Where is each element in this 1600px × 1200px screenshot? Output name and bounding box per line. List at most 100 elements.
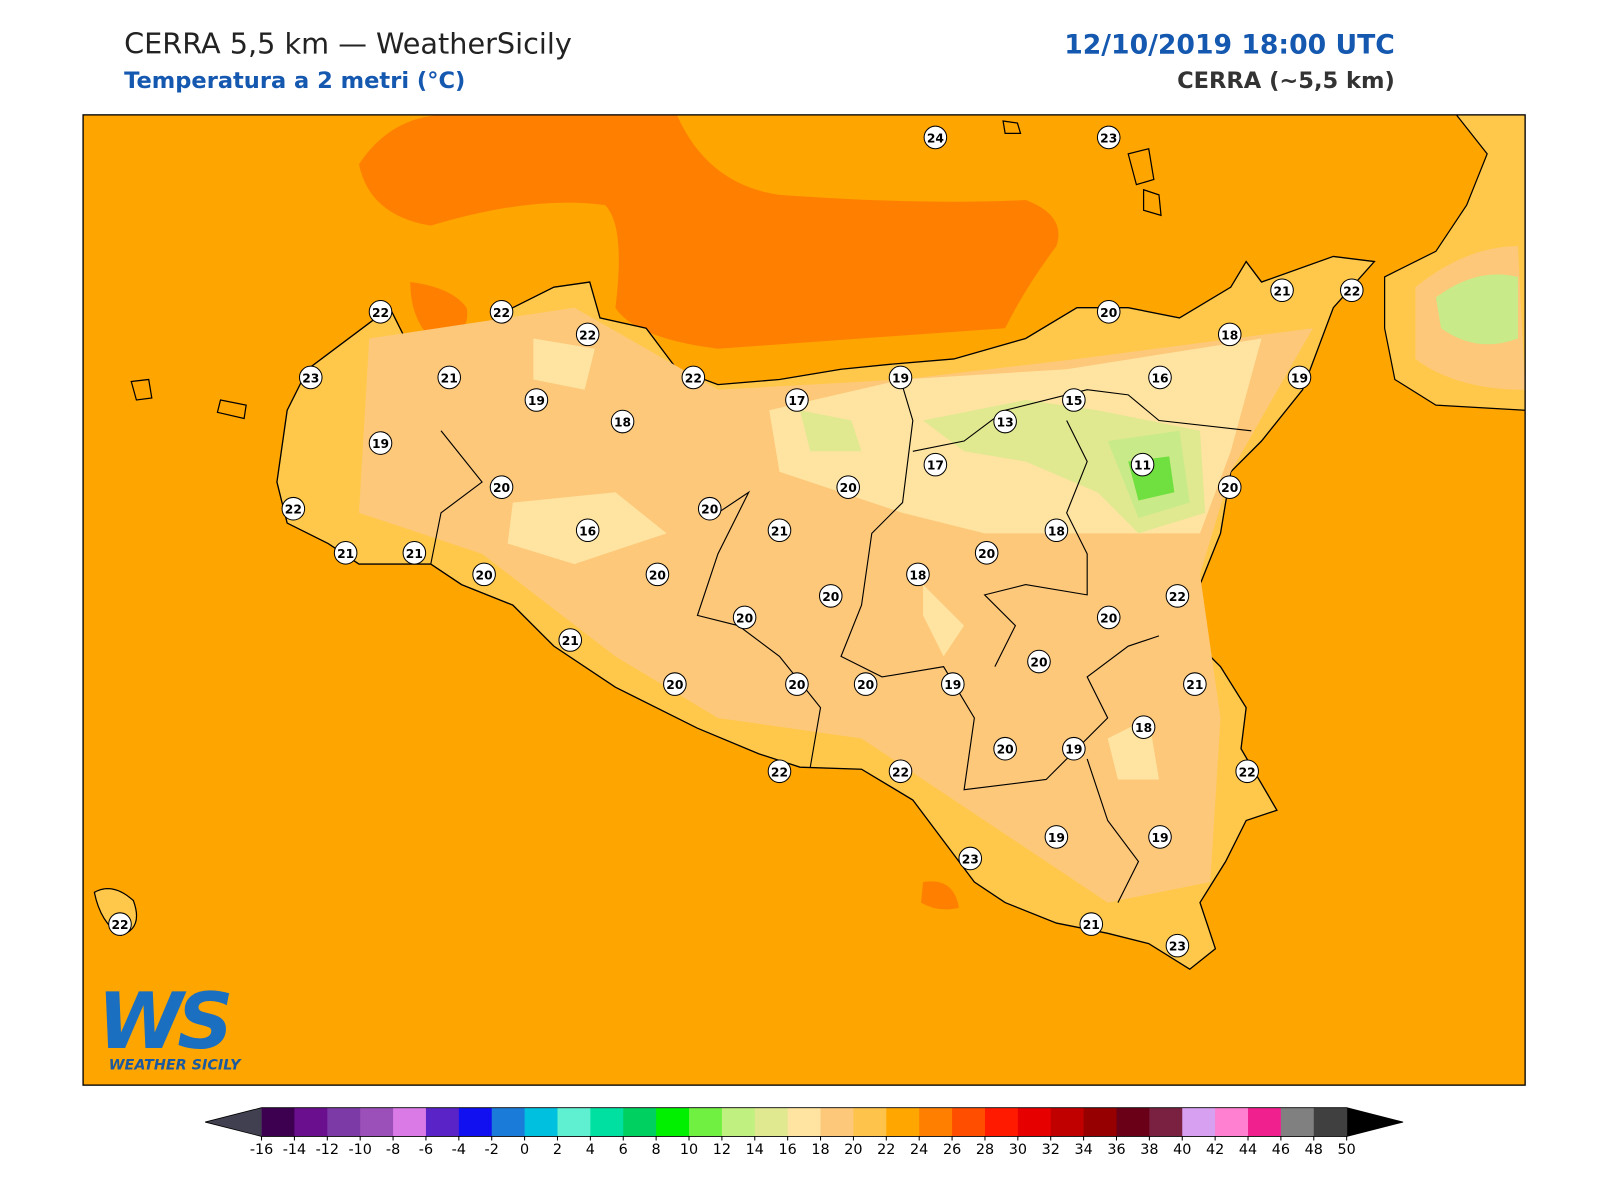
colorbar-swatch <box>491 1107 526 1137</box>
station-value: 22 <box>493 306 510 320</box>
station: 20 <box>785 672 809 696</box>
station-value: 19 <box>1151 831 1168 845</box>
station: 19 <box>888 365 913 390</box>
colorbar-tick-label: 0 <box>520 1142 529 1158</box>
colorbar-tick-label: -16 <box>250 1142 273 1158</box>
station-marker <box>1096 125 1121 150</box>
station-value: 18 <box>1221 328 1238 342</box>
colorbar-under <box>205 1107 262 1137</box>
colorbar-tick-label: 50 <box>1338 1142 1356 1158</box>
station: 18 <box>906 562 930 587</box>
station-marker <box>1339 278 1364 303</box>
colorbar-tick-label: -8 <box>386 1142 400 1158</box>
station-marker <box>368 300 393 324</box>
station: 20 <box>974 541 999 565</box>
colorbar-tick-label: 2 <box>553 1142 562 1158</box>
colorbar-tick-label: 6 <box>619 1142 628 1158</box>
colorbar-swatch <box>1313 1107 1348 1137</box>
station-value: 22 <box>771 765 788 779</box>
station: 19 <box>524 388 549 412</box>
station-marker <box>610 409 635 434</box>
colorbar-tick-label: -14 <box>283 1142 306 1158</box>
station-value: 21 <box>1273 284 1290 298</box>
island <box>130 120 1162 420</box>
colorbar-swatch <box>524 1107 558 1137</box>
station: 22 <box>281 496 306 521</box>
station: 22 <box>681 365 706 390</box>
province-border <box>696 490 822 768</box>
station-value: 21 <box>337 547 354 561</box>
station-marker <box>993 736 1017 761</box>
colorbar-tick-label: 44 <box>1239 1142 1257 1158</box>
station-value: 21 <box>771 524 788 538</box>
station-value: 11 <box>1134 459 1151 473</box>
station-marker <box>1044 825 1069 849</box>
station: 22 <box>888 759 913 784</box>
station: 19 <box>1062 736 1086 761</box>
station: 24 <box>923 125 948 150</box>
station-marker <box>1131 715 1156 739</box>
colorbar-swatch <box>425 1107 460 1137</box>
station-value: 19 <box>528 394 545 408</box>
station-marker <box>489 300 514 324</box>
station-value: 13 <box>997 416 1014 430</box>
station: 19 <box>368 431 393 455</box>
colorbar-tick-label: 22 <box>877 1142 895 1158</box>
station-marker <box>1217 475 1242 499</box>
station-marker <box>1270 278 1294 303</box>
station-value: 20 <box>666 678 683 692</box>
station-value: 20 <box>701 503 718 517</box>
colorbar-tick-label: 26 <box>943 1142 961 1158</box>
station-value: 20 <box>1030 656 1047 670</box>
station-marker <box>767 759 792 784</box>
station: 18 <box>1044 518 1069 543</box>
station: 11 <box>1130 452 1155 477</box>
station-value: 20 <box>1221 481 1238 495</box>
station: 20 <box>1217 475 1242 499</box>
station-value: 20 <box>822 590 839 604</box>
zone <box>1435 274 1518 345</box>
station-marker <box>1148 365 1172 390</box>
colorbar-swatch <box>853 1107 887 1137</box>
warm-sea-zone <box>358 114 1059 349</box>
colorbar-swatch <box>1116 1107 1150 1137</box>
colorbar-tick-label: 10 <box>680 1142 698 1158</box>
logo-name: WEATHER SICILY <box>109 1058 242 1074</box>
colorbar-tick-label: 46 <box>1272 1142 1290 1158</box>
colorbar-swatch <box>721 1107 756 1137</box>
station: 20 <box>645 562 670 587</box>
colorbar-swatch <box>1050 1107 1085 1137</box>
station-marker <box>836 475 860 499</box>
station-value: 22 <box>1239 765 1256 779</box>
station-marker <box>1096 300 1121 324</box>
station-marker <box>281 496 306 521</box>
station-marker <box>108 912 132 936</box>
province-border <box>983 420 1088 667</box>
station-marker <box>368 431 393 455</box>
station-marker <box>645 562 670 587</box>
station-value: 19 <box>1065 743 1082 757</box>
colorbar-tick-label: 8 <box>652 1142 661 1158</box>
station: 18 <box>610 409 635 434</box>
station: 16 <box>575 518 600 543</box>
colorbar-swatch <box>1083 1107 1118 1137</box>
station: 23 <box>1096 125 1121 150</box>
colorbar-swatch <box>886 1107 920 1137</box>
colorbar-tick-label: 32 <box>1042 1142 1060 1158</box>
station-marker <box>472 562 496 587</box>
station-value: 20 <box>840 481 857 495</box>
colorbar-over <box>1346 1107 1404 1137</box>
station-marker <box>1062 736 1086 761</box>
station-marker <box>489 475 514 499</box>
station-marker <box>402 541 427 565</box>
logo-mark: WS <box>97 977 229 1067</box>
colorbar-swatch <box>1280 1107 1315 1137</box>
colorbar-swatch <box>1215 1107 1249 1137</box>
station: 19 <box>1287 365 1312 390</box>
station: 21 <box>1183 672 1207 696</box>
station: 20 <box>697 496 722 521</box>
station-marker <box>732 605 757 630</box>
station-marker <box>888 365 913 390</box>
station-value: 20 <box>997 743 1014 757</box>
station-marker <box>818 584 843 608</box>
